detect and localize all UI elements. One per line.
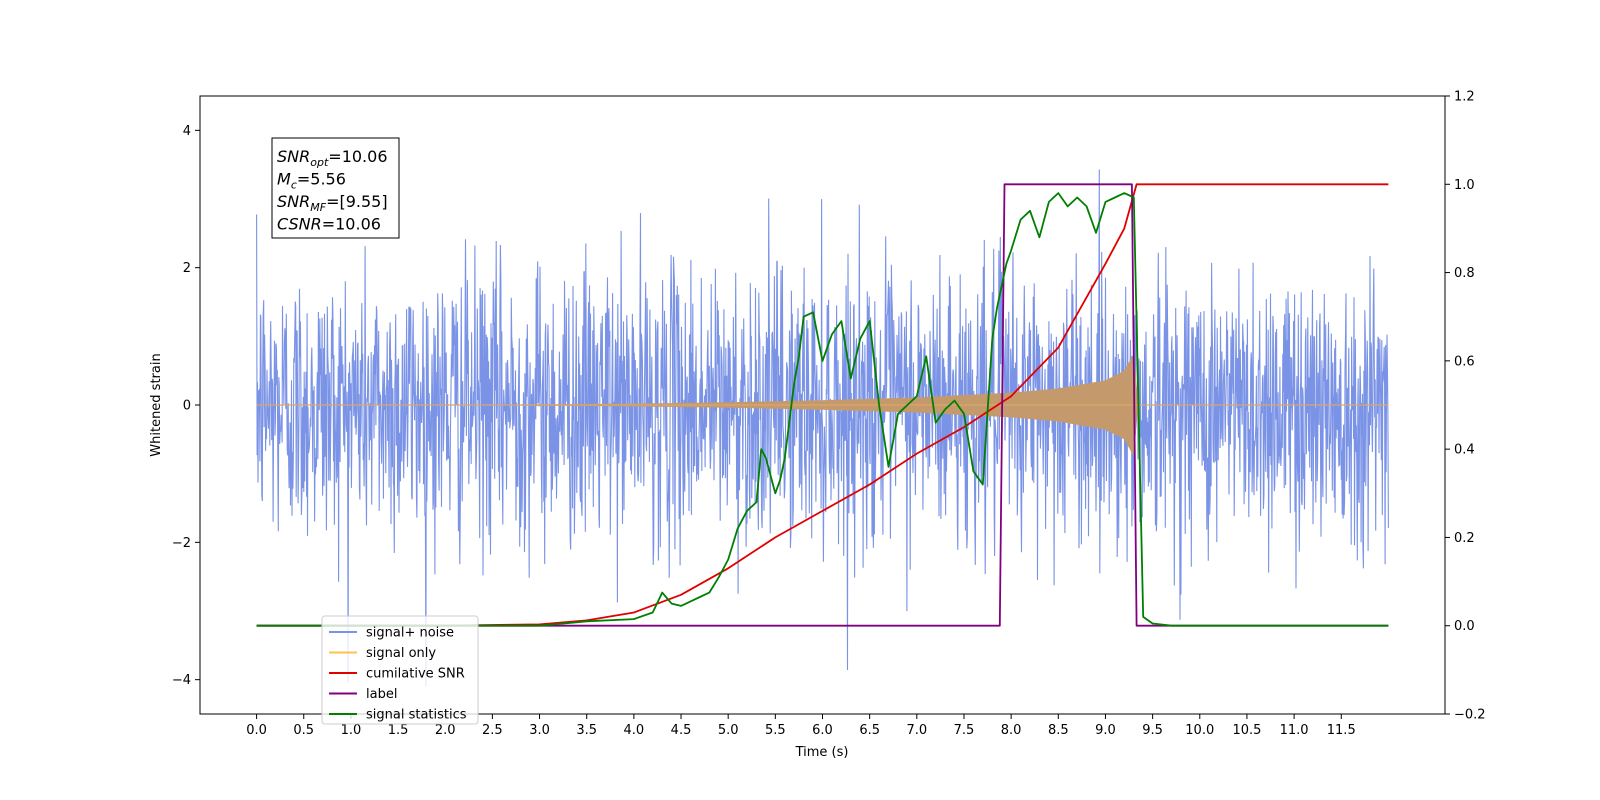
legend-label: signal+ noise [366, 626, 454, 641]
annotation-subscript: opt [310, 156, 329, 169]
plot-area [256, 169, 1389, 687]
annotation-subscript: c [291, 179, 297, 192]
annotation-value: =5.56 [297, 170, 346, 189]
annotation-value: =[9.55] [326, 192, 388, 211]
x-tick-label: 11.5 [1327, 723, 1356, 738]
x-tick-label: 5.0 [718, 723, 739, 738]
x-tick-label: 1.5 [388, 723, 409, 738]
annotation-symbol: SNR [277, 147, 310, 166]
annotation-subscript: MF [310, 201, 326, 214]
left-tick-label: 4 [183, 124, 191, 139]
annotation-line: CSNR=10.06 [277, 215, 381, 234]
series-signal-statistics [256, 192, 1389, 627]
x-tick-label: 3.5 [576, 723, 597, 738]
annotation-lines: SNRopt=10.06Mc=5.56SNRMF=[9.55]CSNR=10.0… [277, 147, 388, 234]
x-tick-label: 2.5 [482, 723, 503, 738]
x-tick-label: 6.5 [859, 723, 880, 738]
x-tick-label: 4.0 [624, 723, 645, 738]
series-group [256, 169, 1389, 687]
left-y-axis-label: Whitened strain [149, 353, 164, 456]
x-tick-label: 11.0 [1280, 723, 1309, 738]
annotation-symbol: M [277, 170, 291, 189]
x-axis-ticks: 0.0 0.5 1.0 1.5 2.0 2.5 3.0 3.5 4.0 4.5 5.0 5.5 6.0 6… [246, 714, 1356, 738]
legend-entries: signal+ noise signal only cumilative SNR la… [329, 626, 467, 723]
left-tick-label: 0 [183, 399, 191, 414]
annotation-value: =10.06 [322, 215, 381, 234]
legend-label: signal statistics [366, 708, 467, 723]
right-axis-ticks: −0.2 0.0 0.2 0.4 0.6 0.8 1.0 1.2 [1445, 90, 1486, 723]
left-tick-label: 2 [183, 261, 191, 276]
x-tick-label: 1.0 [341, 723, 362, 738]
x-tick-label: 10.5 [1232, 723, 1261, 738]
x-tick-label: 6.0 [812, 723, 833, 738]
annotation-line: SNRMF=[9.55] [277, 192, 388, 214]
x-tick-label: 5.5 [765, 723, 786, 738]
x-tick-label: 10.0 [1185, 723, 1214, 738]
x-tick-label: 8.5 [1048, 723, 1069, 738]
x-tick-label: 9.5 [1142, 723, 1163, 738]
annotation-line: SNRopt=10.06 [277, 147, 388, 169]
x-tick-label: 3.0 [529, 723, 550, 738]
legend: signal+ noise signal only cumilative SNR la… [321, 615, 479, 725]
right-tick-label: 0.0 [1454, 619, 1475, 634]
annotation-box: SNRopt=10.06Mc=5.56SNRMF=[9.55]CSNR=10.0… [271, 137, 400, 239]
x-tick-label: 2.0 [435, 723, 456, 738]
right-tick-label: 0.2 [1454, 531, 1475, 546]
x-tick-label: 0.0 [246, 723, 267, 738]
legend-label: signal only [366, 646, 436, 661]
annotation-symbol: SNR [277, 192, 310, 211]
left-axis-ticks: −4 −2 0 2 4 [172, 124, 200, 688]
right-tick-label: 0.8 [1454, 266, 1475, 281]
x-tick-label: 9.0 [1095, 723, 1116, 738]
series-cumilative-snr [256, 183, 1389, 627]
right-tick-label: 0.4 [1454, 443, 1475, 458]
x-tick-label: 7.0 [906, 723, 927, 738]
legend-label: label [366, 687, 397, 702]
x-axis-label: Time (s) [795, 745, 849, 760]
left-tick-label: −4 [172, 673, 191, 688]
annotation-frame [271, 137, 400, 239]
annotation-value: =10.06 [328, 147, 387, 166]
right-tick-label: 1.0 [1454, 178, 1475, 193]
x-tick-label: 4.5 [671, 723, 692, 738]
x-tick-label: 8.0 [1001, 723, 1022, 738]
series-signal-noise [256, 169, 1389, 687]
x-tick-label: 0.5 [293, 723, 314, 738]
left-tick-label: −2 [172, 536, 191, 551]
right-tick-label: 1.2 [1454, 90, 1475, 105]
annotation-symbol: CSNR [277, 215, 322, 234]
legend-label: cumilative SNR [366, 667, 465, 682]
annotation-line: Mc=5.56 [277, 170, 346, 192]
legend-frame [321, 615, 479, 725]
x-tick-label: 7.5 [954, 723, 975, 738]
right-tick-label: 0.6 [1454, 354, 1475, 369]
right-tick-label: −0.2 [1454, 708, 1486, 723]
